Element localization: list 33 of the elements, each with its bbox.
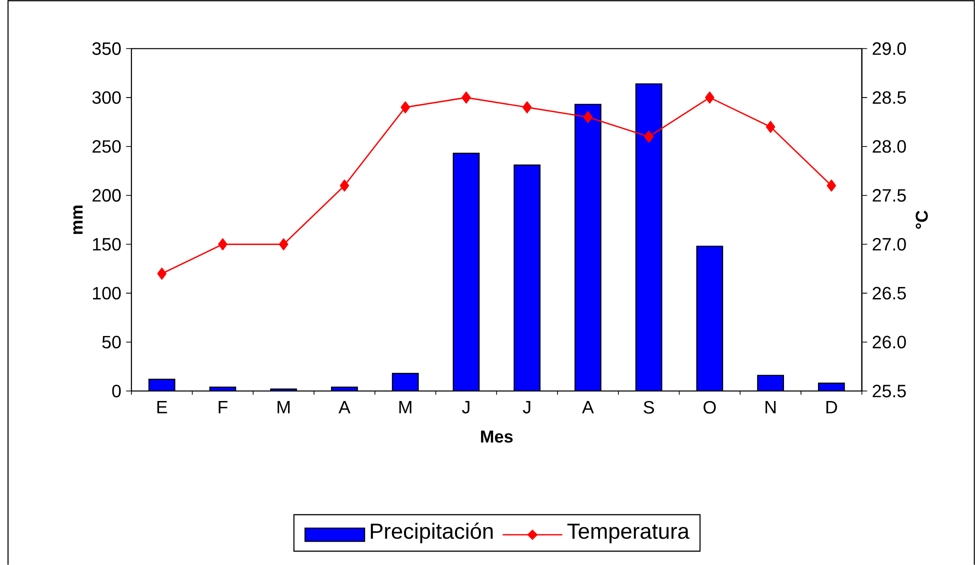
y2-tick-label: 28.0 (872, 140, 906, 153)
y2-tick-label: 25.5 (872, 384, 906, 398)
y-tick-label: 350 (92, 42, 121, 56)
legend-label: Temperatura (567, 524, 690, 544)
x-tick-label: M (278, 401, 290, 414)
y-tick-label: 100 (93, 287, 121, 300)
x-tick-label: A (582, 401, 594, 414)
x-tick-label: S (644, 401, 654, 414)
y2-tick-label: 26.5 (872, 287, 906, 300)
y2-axis-title: °C (916, 210, 928, 229)
legend-label: Precipitación (370, 522, 493, 544)
x-tick-label: J (462, 401, 470, 414)
x-axis-title: Mes (481, 430, 513, 443)
y-tick-label: 200 (92, 189, 121, 202)
y2-tick-label: 27.0 (872, 238, 906, 251)
x-tick-label: N (766, 401, 776, 414)
y2-tick-label: 28.5 (872, 91, 906, 104)
y2-tick-label: 29.0 (872, 42, 906, 56)
y-tick-label: 250 (92, 140, 121, 153)
y-tick-label: 300 (92, 91, 121, 104)
y-tick-label: 50 (102, 336, 121, 349)
x-tick-label: O (704, 401, 716, 414)
x-tick-label: J (522, 401, 530, 414)
y-tick-label: 150 (93, 238, 121, 251)
y2-tick-label: 27.5 (872, 189, 906, 202)
x-tick-label: E (157, 401, 168, 414)
y2-tick-label: 26.0 (872, 336, 906, 349)
x-tick-label: F (218, 401, 228, 414)
x-tick-label: D (826, 401, 838, 414)
y-tick-label: 0 (112, 384, 121, 398)
x-tick-label: A (338, 401, 350, 414)
y-axis-title: mm (73, 206, 83, 234)
x-tick-label: M (399, 401, 412, 414)
